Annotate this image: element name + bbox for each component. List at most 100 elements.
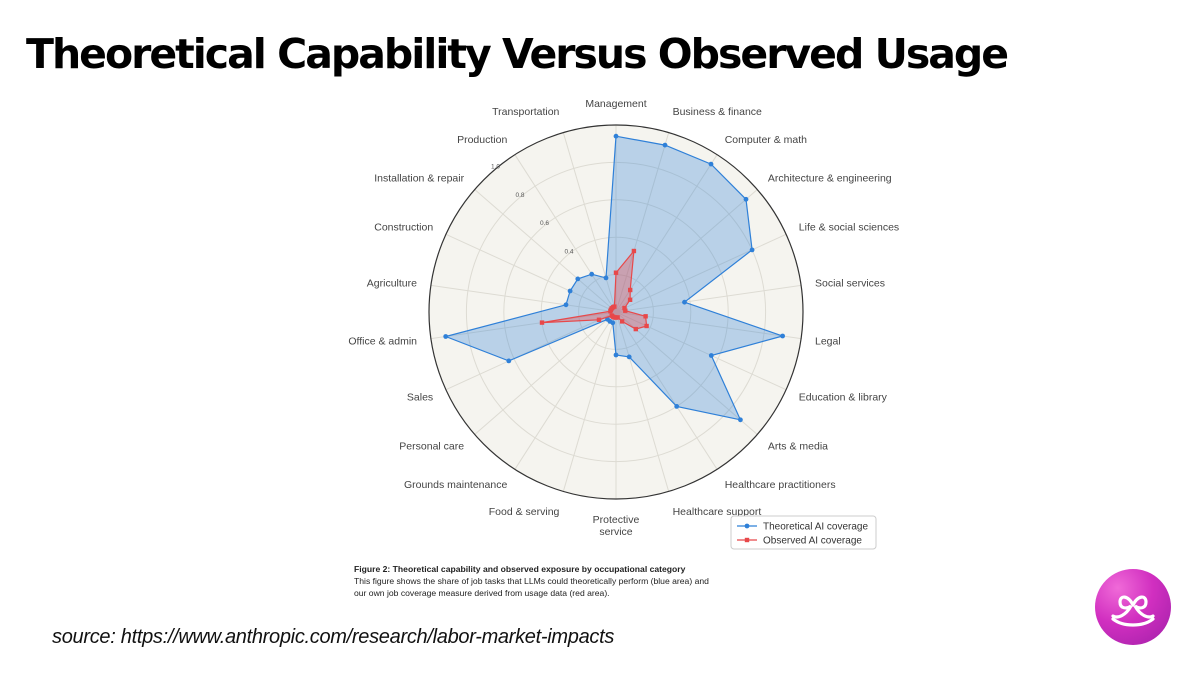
data-point-observed-ai-coverage-business-finance — [631, 248, 637, 254]
tick-label-0-6: 0.6 — [540, 220, 549, 227]
grid-spoke — [615, 284, 802, 313]
data-point-theoretical-ai-coverage-office-admin — [443, 334, 449, 339]
data-point-theoretical-ai-coverage-computer-math — [708, 161, 714, 167]
radar-axis-labels: Management Business & finance Computer & m… — [348, 98, 899, 538]
grid-spoke — [430, 284, 617, 313]
axis-label-social-services: Social services — [815, 277, 885, 289]
data-point-theoretical-ai-coverage-social-services — [682, 299, 687, 305]
axis-label-production: Production — [457, 134, 507, 146]
series-observed-ai-coverage — [539, 248, 649, 332]
data-point-theoretical-ai-coverage-business-finance — [662, 142, 668, 148]
figure-caption: Figure 2: Theoretical capability and obs… — [354, 563, 714, 599]
legend-item-theoretical-ai-coverage: Theoretical AI coverage — [737, 522, 868, 533]
caption-text: This figure shows the share of job tasks… — [354, 576, 709, 598]
grid-spoke — [445, 311, 617, 391]
tick-label-0-8: 0.8 — [515, 192, 524, 199]
data-point-theoretical-ai-coverage-sales — [506, 358, 512, 364]
axis-label-arts-media: Arts & media — [768, 441, 828, 453]
grid-spoke — [562, 311, 617, 492]
data-point-observed-ai-coverage-healthcare-practitioners — [619, 319, 625, 324]
data-point-theoretical-ai-coverage-installation-repair — [575, 276, 581, 282]
data-point-observed-ai-coverage-life-social-sciences — [622, 305, 627, 311]
slide-title: Theoretical Capability Versus Observed U… — [26, 30, 1009, 78]
grid-spoke — [615, 233, 787, 313]
axis-label-education-library: Education & library — [799, 392, 888, 404]
chart-legend: Theoretical AI coverage Observed AI cover… — [730, 515, 877, 550]
series-theoretical-ai-coverage — [443, 133, 785, 423]
axis-label-construction: Construction — [374, 221, 433, 233]
axis-label-business-finance: Business & finance — [673, 106, 762, 118]
data-point-theoretical-ai-coverage-management — [613, 133, 619, 139]
axis-label-architecture-engineering: Architecture & engineering — [768, 172, 892, 184]
grid-spoke — [615, 154, 718, 313]
data-point-theoretical-ai-coverage-life-social-sciences — [749, 247, 755, 253]
axis-label-protective-service: Protective service — [593, 514, 640, 538]
axis-label-office-admin: Office & admin — [348, 336, 417, 348]
grid-spoke — [615, 311, 718, 470]
axis-label-sales: Sales — [407, 392, 433, 404]
grid-spoke — [514, 311, 617, 470]
data-point-observed-ai-coverage-office-admin — [539, 320, 545, 325]
data-point-observed-ai-coverage-computer-math — [628, 287, 633, 293]
data-point-theoretical-ai-coverage-construction — [567, 288, 573, 294]
axis-label-healthcare-practitioners: Healthcare practitioners — [725, 479, 836, 491]
legend-label: Theoretical AI coverage — [763, 522, 868, 533]
radar-grid — [428, 124, 804, 500]
data-point-observed-ai-coverage-personal-care — [609, 313, 614, 318]
radar-tick-labels: 0.4 0.6 0.8 1.0 — [491, 164, 574, 256]
axis-label-installation-repair: Installation & repair — [374, 172, 464, 184]
data-point-theoretical-ai-coverage-agriculture — [563, 302, 569, 308]
caption-title: Figure 2: Theoretical capability and obs… — [354, 564, 686, 574]
source-citation: source: https://www.anthropic.com/resear… — [52, 626, 615, 648]
grid-spoke — [615, 311, 787, 391]
axis-label-agriculture: Agriculture — [367, 277, 417, 289]
data-point-observed-ai-coverage-legal — [643, 314, 648, 319]
grid-spoke — [615, 132, 670, 313]
legend-swatch-marker — [744, 523, 750, 529]
data-point-observed-ai-coverage-architecture-engineering — [627, 297, 633, 302]
tick-label-1-0: 1.0 — [491, 164, 500, 171]
grid-spoke — [615, 189, 758, 313]
grid-spoke — [514, 154, 617, 313]
radar-outer-ring — [428, 124, 804, 500]
axis-label-life-social-sciences: Life & social sciences — [799, 221, 899, 233]
data-point-observed-ai-coverage-management — [613, 270, 619, 275]
data-point-theoretical-ai-coverage-transportation — [603, 275, 609, 281]
radar-series — [443, 133, 785, 423]
data-point-observed-ai-coverage-social-services — [623, 308, 628, 313]
loop-heart-icon — [1111, 595, 1155, 627]
grid-spoke — [562, 132, 617, 313]
data-point-theoretical-ai-coverage-protective-service — [613, 352, 619, 358]
data-point-theoretical-ai-coverage-healthcare-practitioners — [674, 404, 680, 409]
data-point-theoretical-ai-coverage-education-library — [708, 353, 714, 358]
grid-spoke — [474, 311, 617, 435]
axis-label-food-serving: Food & serving — [489, 506, 560, 518]
axis-label-grounds-maintenance: Grounds maintenance — [404, 479, 507, 491]
data-point-theoretical-ai-coverage-arts-media — [738, 417, 743, 423]
legend-item-observed-ai-coverage: Observed AI coverage — [737, 536, 862, 547]
grid-spoke — [615, 311, 670, 492]
legend-swatch-marker — [744, 537, 750, 543]
axis-label-legal: Legal — [815, 336, 841, 348]
axis-label-transportation: Transportation — [492, 106, 559, 118]
tick-label-0-4: 0.4 — [564, 249, 573, 256]
grid-spoke — [445, 233, 617, 313]
loop-heart-logo — [1095, 569, 1171, 645]
data-point-observed-ai-coverage-arts-media — [633, 326, 638, 332]
data-point-observed-ai-coverage-sales — [596, 317, 602, 322]
axis-label-computer-math: Computer & math — [725, 134, 807, 146]
axis-label-healthcare-support: Healthcare support — [673, 506, 762, 518]
data-point-theoretical-ai-coverage-healthcare-support — [626, 354, 632, 360]
legend-label: Observed AI coverage — [763, 536, 862, 547]
data-point-theoretical-ai-coverage-legal — [780, 333, 785, 339]
axis-label-management: Management — [585, 98, 646, 110]
grid-spoke — [615, 311, 758, 435]
data-point-theoretical-ai-coverage-architecture-engineering — [743, 196, 749, 202]
data-point-observed-ai-coverage-transportation — [612, 304, 617, 309]
grid-spoke — [430, 311, 617, 340]
data-point-theoretical-ai-coverage-personal-care — [605, 316, 610, 322]
data-point-theoretical-ai-coverage-production — [589, 271, 595, 277]
legend-box — [730, 515, 877, 550]
grid-spoke — [474, 189, 617, 313]
